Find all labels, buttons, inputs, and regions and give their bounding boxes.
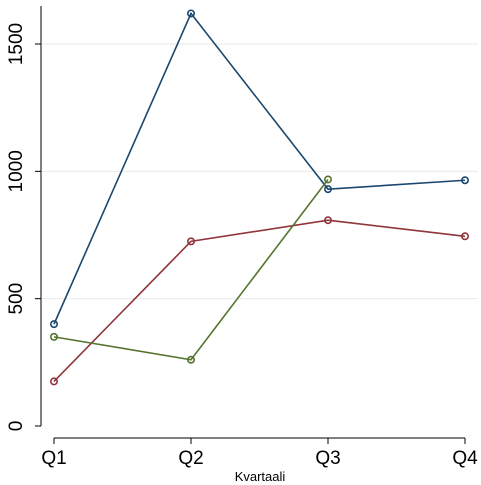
x-tick-label-Q3: Q3 [315,448,340,469]
x-tick-label-Q1: Q1 [41,448,66,469]
gridlines [42,43,478,300]
series-2-point-Q1 [49,377,58,386]
series-1-point-Q3 [323,185,332,194]
series-1-line [53,11,466,325]
series-group [49,9,469,386]
axes [35,6,466,444]
series-2-line [53,219,466,382]
series-3-line [53,178,329,361]
series-2-point-Q4 [460,232,469,241]
x-tick-label-Q4: Q4 [452,448,478,469]
series-1-point-Q4 [460,176,469,185]
series-3-point-Q1 [49,332,58,341]
series-3-point-Q3 [323,175,332,184]
y-tick-label-500: 500 [6,283,27,315]
series-1-point-Q2 [187,9,196,18]
series-2-point-Q3 [323,216,332,225]
x-axis-title: Kvartaali [235,469,286,484]
tick-labels: 0 500 1000 1500 Q1 Q2 Q3 Q4 [6,23,478,469]
x-tick-label-Q2: Q2 [178,448,203,469]
series-2-point-Q2 [187,237,196,246]
series-1-point-Q1 [49,320,58,329]
series-3-point-Q2 [187,355,196,364]
y-tick-label-0: 0 [6,421,27,432]
y-tick-label-1500: 1500 [6,23,27,65]
y-tick-label-1000: 1000 [6,150,27,192]
